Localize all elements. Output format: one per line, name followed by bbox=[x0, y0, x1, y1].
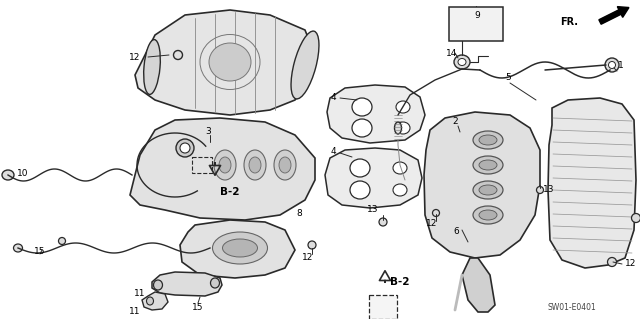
Ellipse shape bbox=[376, 301, 390, 315]
Ellipse shape bbox=[211, 278, 220, 288]
Ellipse shape bbox=[274, 150, 296, 180]
Polygon shape bbox=[424, 112, 540, 258]
Text: 11: 11 bbox=[134, 288, 145, 298]
Polygon shape bbox=[548, 98, 636, 268]
Ellipse shape bbox=[147, 297, 154, 305]
FancyBboxPatch shape bbox=[369, 295, 397, 319]
Ellipse shape bbox=[394, 122, 401, 134]
Text: B-2: B-2 bbox=[220, 187, 239, 197]
Ellipse shape bbox=[352, 119, 372, 137]
Ellipse shape bbox=[223, 239, 257, 257]
Ellipse shape bbox=[352, 98, 372, 116]
Text: 1: 1 bbox=[618, 62, 624, 70]
Polygon shape bbox=[180, 220, 295, 278]
Polygon shape bbox=[327, 85, 425, 143]
Text: 12: 12 bbox=[426, 219, 438, 228]
Ellipse shape bbox=[176, 139, 194, 157]
Text: B-2: B-2 bbox=[390, 277, 410, 287]
Text: 13: 13 bbox=[367, 205, 378, 214]
Text: FR.: FR. bbox=[560, 17, 578, 27]
Ellipse shape bbox=[393, 184, 407, 196]
Ellipse shape bbox=[479, 185, 497, 195]
Text: 14: 14 bbox=[445, 48, 457, 57]
Ellipse shape bbox=[58, 238, 65, 244]
Ellipse shape bbox=[609, 62, 616, 69]
Text: 12: 12 bbox=[302, 253, 314, 262]
Ellipse shape bbox=[291, 31, 319, 99]
Ellipse shape bbox=[632, 213, 640, 222]
FancyBboxPatch shape bbox=[449, 7, 503, 41]
Polygon shape bbox=[135, 10, 315, 115]
Ellipse shape bbox=[458, 58, 466, 65]
Polygon shape bbox=[130, 118, 315, 220]
Text: 15: 15 bbox=[192, 302, 204, 311]
Text: 4: 4 bbox=[330, 146, 336, 155]
Polygon shape bbox=[325, 148, 422, 208]
Text: 11: 11 bbox=[129, 307, 140, 315]
Ellipse shape bbox=[13, 244, 22, 252]
Ellipse shape bbox=[473, 156, 503, 174]
Text: 8: 8 bbox=[296, 209, 302, 218]
Text: 13: 13 bbox=[543, 186, 554, 195]
Ellipse shape bbox=[244, 150, 266, 180]
Ellipse shape bbox=[180, 143, 190, 153]
Ellipse shape bbox=[396, 122, 410, 134]
Text: 5: 5 bbox=[505, 73, 511, 83]
Text: SW01-E0401: SW01-E0401 bbox=[548, 303, 596, 313]
Ellipse shape bbox=[219, 157, 231, 173]
Polygon shape bbox=[152, 272, 222, 296]
FancyArrow shape bbox=[599, 7, 629, 24]
Ellipse shape bbox=[536, 187, 543, 194]
Text: 2: 2 bbox=[452, 117, 458, 127]
Text: 12: 12 bbox=[129, 53, 140, 62]
Ellipse shape bbox=[209, 43, 251, 81]
Polygon shape bbox=[142, 292, 168, 310]
Ellipse shape bbox=[396, 101, 410, 113]
Ellipse shape bbox=[379, 218, 387, 226]
Ellipse shape bbox=[2, 170, 14, 180]
Text: 6: 6 bbox=[453, 227, 459, 236]
Ellipse shape bbox=[454, 55, 470, 69]
Ellipse shape bbox=[380, 305, 387, 311]
Text: 10: 10 bbox=[17, 169, 29, 179]
Text: 12: 12 bbox=[625, 258, 636, 268]
Text: 15: 15 bbox=[35, 247, 45, 256]
Ellipse shape bbox=[212, 232, 268, 264]
Ellipse shape bbox=[607, 257, 616, 266]
Ellipse shape bbox=[350, 181, 370, 199]
Ellipse shape bbox=[473, 131, 503, 149]
Ellipse shape bbox=[393, 162, 407, 174]
Ellipse shape bbox=[605, 58, 619, 72]
Text: 4: 4 bbox=[330, 93, 336, 101]
Text: 3: 3 bbox=[205, 128, 211, 137]
Ellipse shape bbox=[473, 206, 503, 224]
Text: 9: 9 bbox=[474, 11, 480, 20]
Ellipse shape bbox=[308, 241, 316, 249]
Ellipse shape bbox=[350, 159, 370, 177]
Polygon shape bbox=[462, 258, 495, 312]
Ellipse shape bbox=[249, 157, 261, 173]
Ellipse shape bbox=[479, 135, 497, 145]
Ellipse shape bbox=[143, 40, 161, 94]
Ellipse shape bbox=[279, 157, 291, 173]
Ellipse shape bbox=[173, 50, 182, 60]
Ellipse shape bbox=[154, 280, 163, 290]
Ellipse shape bbox=[479, 160, 497, 170]
Ellipse shape bbox=[473, 181, 503, 199]
Ellipse shape bbox=[214, 150, 236, 180]
Ellipse shape bbox=[479, 210, 497, 220]
Ellipse shape bbox=[433, 210, 440, 217]
